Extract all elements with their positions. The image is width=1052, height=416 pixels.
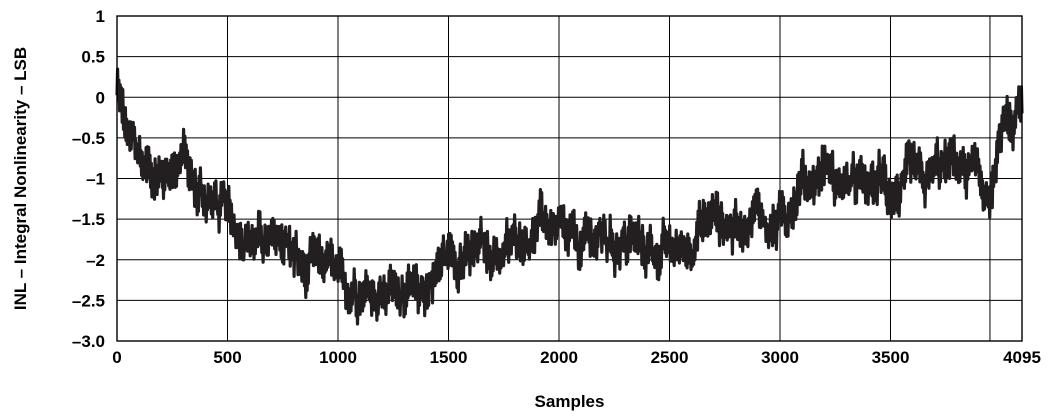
y-tick-label: –2 <box>86 251 105 270</box>
y-tick-label: –1 <box>86 170 105 189</box>
y-tick-label: 1 <box>96 7 105 26</box>
x-tick-labels: 0 500 1000 1500 2000 2500 3000 3500 4095 <box>112 348 1041 367</box>
y-tick-label: –0.5 <box>72 129 105 148</box>
y-axis-label: INL – Integral Nonlinearity – LSB <box>11 47 30 310</box>
x-tick-label: 1500 <box>430 348 468 367</box>
y-tick-label: –1.5 <box>72 210 105 229</box>
x-tick-label: 3000 <box>761 348 799 367</box>
y-tick-label: –2.5 <box>72 291 105 310</box>
y-tick-label: 0 <box>96 88 105 107</box>
x-tick-label: 4095 <box>1003 348 1041 367</box>
y-tick-label: 0.5 <box>81 48 105 67</box>
x-tick-label: 2000 <box>540 348 578 367</box>
series-layer <box>115 67 1024 326</box>
x-tick-label: 0 <box>112 348 121 367</box>
x-axis-label: Samples <box>535 392 605 411</box>
y-tick-label: –3.0 <box>72 332 105 351</box>
x-tick-label: 500 <box>213 348 241 367</box>
inl-series-line <box>115 67 1024 326</box>
y-tick-labels: 1 0.5 0 –0.5 –1 –1.5 –2 –2.5 –3.0 <box>72 7 105 351</box>
x-tick-label: 1000 <box>319 348 357 367</box>
x-tick-label: 3500 <box>872 348 910 367</box>
plot-frame <box>116 15 1023 342</box>
x-tick-label: 2500 <box>651 348 689 367</box>
